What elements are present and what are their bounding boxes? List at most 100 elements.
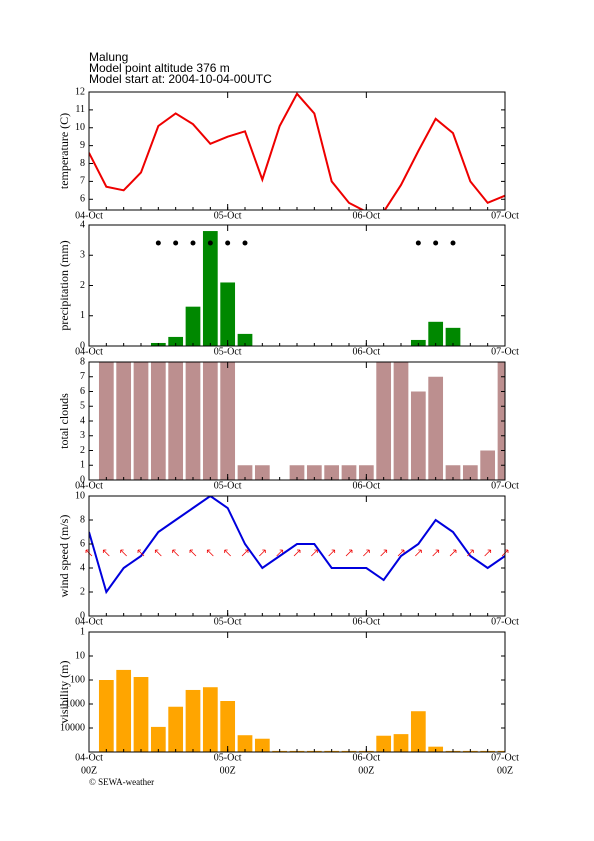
bar	[289, 465, 305, 480]
hour-label: 00Z	[358, 765, 374, 776]
y-tick-label: 9	[80, 140, 85, 151]
x-tick-label: 05-Oct	[214, 346, 242, 357]
bar	[393, 362, 409, 480]
x-tick-label: 04-Oct	[75, 480, 103, 491]
x-tick-label: 06-Oct	[352, 346, 380, 357]
x-tick-label: 07-Oct	[491, 752, 519, 763]
bar	[237, 735, 253, 752]
wind-arrow	[259, 549, 266, 557]
bar	[410, 711, 426, 752]
line	[89, 496, 505, 595]
model-start: Model start at: 2004-10-04-00UTC	[89, 72, 272, 86]
x-tick-label: 06-Oct	[352, 480, 380, 491]
y-tick-label: 0	[80, 610, 85, 621]
altitude: Model point altitude 376 m	[89, 61, 230, 75]
plot-area	[89, 496, 505, 595]
bar	[150, 726, 166, 752]
bar	[393, 734, 409, 752]
wind-arrow	[363, 549, 370, 557]
y-tick-label: 6	[80, 538, 85, 549]
y-tick-label: 100	[70, 674, 85, 685]
bar	[168, 706, 184, 752]
y-tick-label: 4	[80, 562, 85, 573]
y-tick-label: 10000	[60, 722, 85, 733]
frame	[88, 91, 506, 211]
y-tick-label: 0	[80, 340, 85, 351]
y-tick-label: 12	[75, 86, 85, 97]
x-tick-label: 05-Oct	[214, 616, 242, 627]
y-tick-label: 7	[80, 176, 85, 187]
wind-arrow	[484, 549, 492, 557]
y-tick-label: 10	[75, 122, 85, 133]
y-tick-label: 8	[80, 356, 85, 367]
bar	[237, 465, 253, 480]
y-tick-label: 8	[80, 158, 85, 169]
hour-label: 00Z	[220, 765, 236, 776]
bar	[237, 333, 253, 346]
station-name: Malung	[89, 50, 128, 64]
y-axis-label: precipitation (mm)	[57, 240, 71, 330]
x-tick-label: 05-Oct	[214, 480, 242, 491]
precip-symbol	[415, 240, 421, 246]
wind-arrow	[137, 549, 145, 557]
bar	[202, 687, 218, 752]
bar	[376, 362, 392, 480]
y-tick-label: 4	[80, 219, 85, 230]
y-tick-label: 2	[80, 445, 85, 456]
wind-arrow	[380, 549, 388, 557]
frame	[88, 495, 506, 617]
precip-symbol	[225, 240, 231, 246]
y-axis-label: visibility (m)	[57, 660, 71, 723]
wind-arrow	[345, 549, 353, 557]
wind-arrow	[102, 549, 110, 557]
wind-arrow	[172, 549, 179, 557]
credit: © SEWA-weather	[89, 777, 154, 787]
y-tick-label: 2	[80, 586, 85, 597]
bar	[150, 362, 166, 480]
bar	[462, 465, 478, 480]
wind-arrow	[154, 549, 162, 557]
bar	[202, 231, 218, 346]
bar	[185, 362, 201, 480]
precip-symbol	[190, 240, 196, 246]
bar	[254, 465, 270, 480]
y-tick-label: 3	[80, 430, 85, 441]
precip-symbol	[433, 240, 439, 246]
wind-arrow	[120, 549, 127, 557]
bar	[445, 327, 461, 346]
bar	[445, 465, 461, 480]
y-tick-label: 1	[80, 626, 85, 637]
bar	[358, 465, 374, 480]
bar	[428, 321, 444, 346]
x-tick-label: 07-Oct	[491, 616, 519, 627]
bar	[376, 735, 392, 752]
line	[89, 92, 505, 210]
bar	[480, 450, 496, 480]
y-tick-label: 0	[80, 474, 85, 485]
wind-arrow	[397, 549, 405, 557]
wind-arrow	[276, 549, 284, 557]
y-axis-label: total clouds	[57, 393, 71, 449]
precip-symbol	[173, 240, 179, 246]
x-tick-label: 05-Oct	[214, 210, 242, 221]
y-tick-label: 5	[80, 401, 85, 412]
wind-arrow	[241, 549, 249, 557]
y-axis-label: wind speed (m/s)	[57, 515, 71, 598]
x-tick-label: 05-Oct	[214, 752, 242, 763]
bar	[116, 669, 132, 752]
x-tick-label: 04-Oct	[75, 346, 103, 357]
precip-symbol	[207, 240, 213, 246]
y-tick-label: 1	[80, 310, 85, 321]
y-tick-label: 1000	[65, 698, 85, 709]
wind-arrow	[328, 549, 336, 557]
bar	[202, 362, 218, 480]
wind-arrow	[415, 549, 422, 557]
x-tick-label: 06-Oct	[352, 752, 380, 763]
bar	[220, 362, 236, 480]
bar	[324, 465, 340, 480]
bar	[220, 701, 236, 752]
plot-area	[98, 669, 505, 752]
bar	[341, 465, 357, 480]
y-tick-label: 10	[75, 490, 85, 501]
x-tick-label: 06-Oct	[352, 616, 380, 627]
